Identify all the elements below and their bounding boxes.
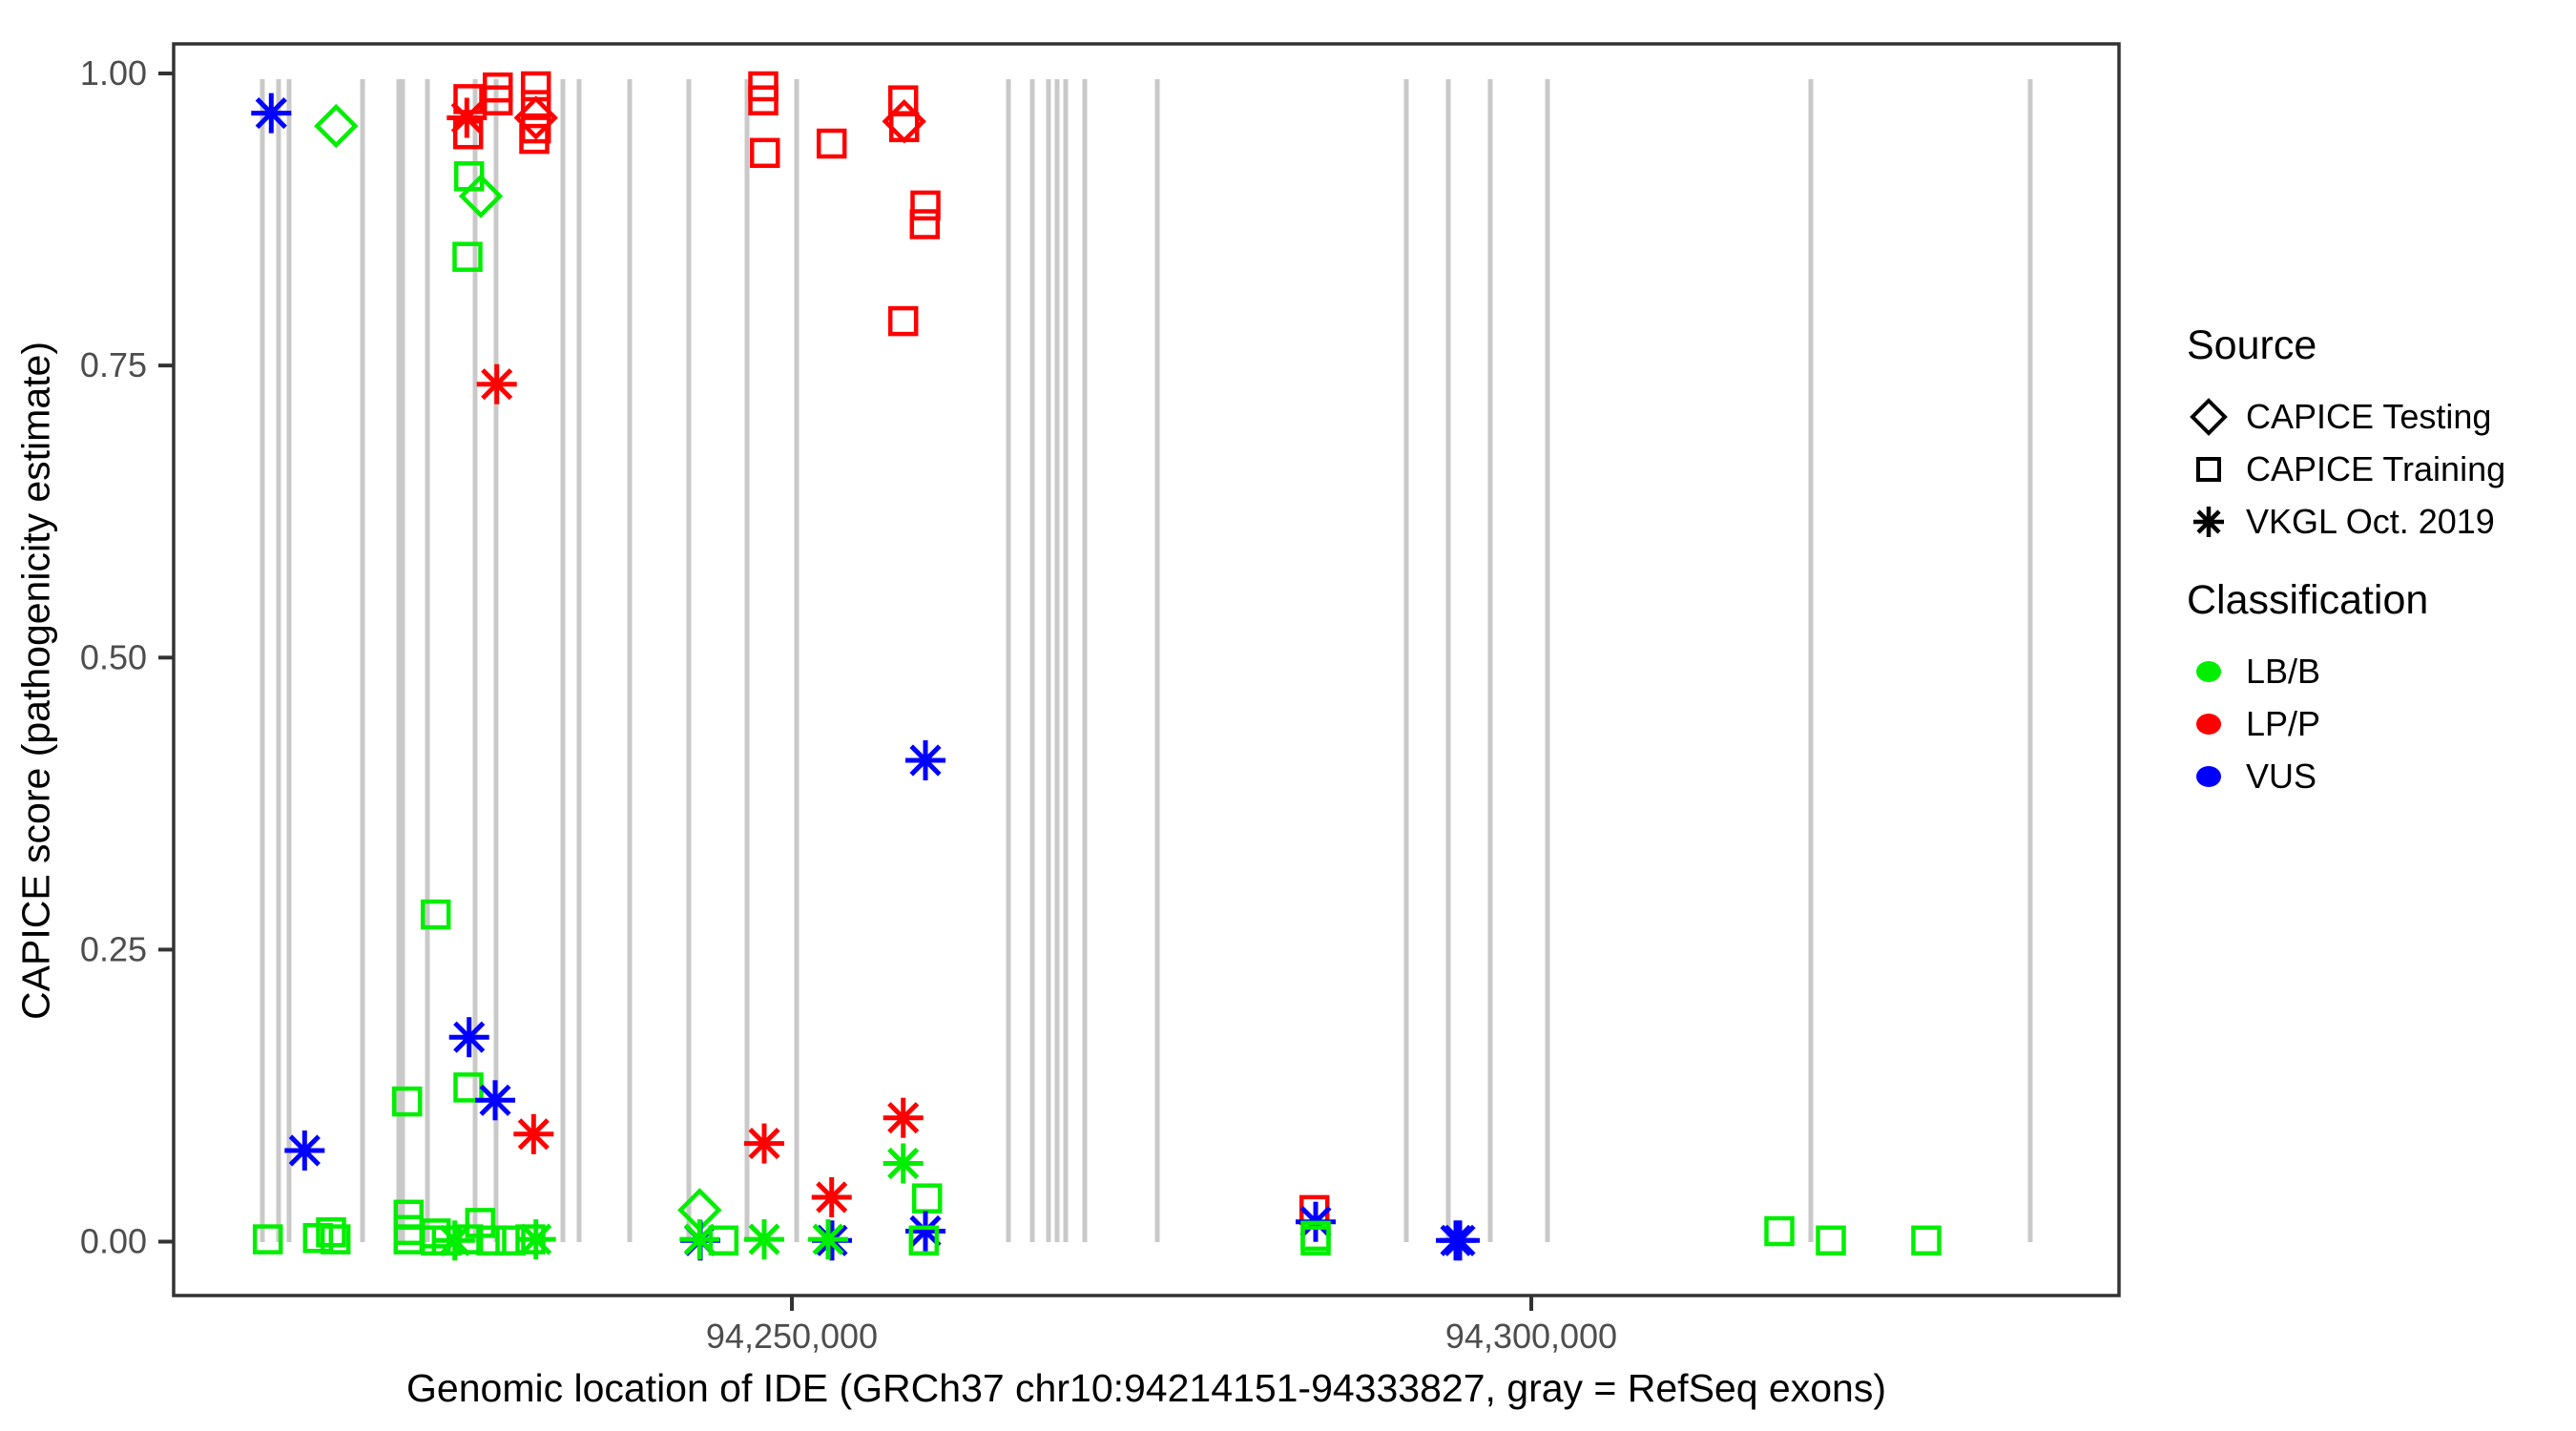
square-marker	[252, 1224, 283, 1255]
asterisk-marker	[883, 1143, 924, 1184]
legend-classification-label: LB/B	[2246, 651, 2321, 691]
square-marker	[908, 1225, 940, 1256]
square-marker	[452, 118, 484, 150]
legend-source-title: Source	[2187, 322, 2317, 368]
asterisk-marker	[448, 1017, 489, 1058]
square-marker	[316, 1216, 346, 1248]
y-tick-label: 0.75	[80, 345, 147, 384]
y-axis-title: CAPICE score (pathogenicity estimate)	[13, 342, 58, 1020]
square-marker	[910, 190, 941, 221]
square-marker	[519, 123, 550, 155]
square-marker	[909, 209, 941, 239]
legend-classification-item: VUS	[2187, 750, 2428, 802]
legend-source-item: CAPICE Training	[2187, 443, 2505, 495]
legend-classification-item: LB/B	[2187, 645, 2428, 697]
legend-source-label: CAPICE Testing	[2246, 396, 2492, 436]
legend-source-label: CAPICE Training	[2246, 448, 2506, 488]
square-marker	[1911, 1225, 1942, 1256]
exon-lines	[260, 79, 2033, 1242]
asterisk-marker	[905, 740, 945, 780]
legend-classification: Classification LB/B LP/P VUS	[2187, 577, 2428, 802]
square-marker	[452, 241, 483, 272]
square-marker	[911, 1183, 943, 1213]
y-tick-label: 0.50	[80, 637, 147, 676]
y-axis: 0.00 0.25 0.50 0.75 1.00	[80, 53, 173, 1261]
legend-source-item: CAPICE Testing	[2187, 390, 2505, 443]
asterisk-marker	[475, 1080, 515, 1121]
asterisk-marker	[513, 1113, 554, 1154]
y-tick-label: 0.25	[80, 929, 147, 968]
asterisk-marker	[251, 93, 292, 134]
square-marker	[391, 1086, 423, 1117]
legend-source: Source CAPICE Testing CAPICE Training VKGL…	[2187, 322, 2505, 548]
color-dot-icon	[2196, 765, 2221, 787]
asterisk-marker	[744, 1219, 784, 1260]
diamond-icon	[2190, 397, 2228, 436]
y-tick-label: 0.00	[80, 1222, 147, 1261]
square-marker	[887, 305, 919, 337]
x-tick-label: 94,300,000	[1445, 1317, 1617, 1356]
legend-classification-label: LP/P	[2246, 703, 2321, 743]
asterisk-icon	[2193, 506, 2224, 537]
legend-source-item: VKGL Oct. 2019	[2187, 495, 2505, 548]
square-marker	[1816, 1225, 1846, 1256]
diamond-marker	[513, 95, 558, 140]
color-dot-icon	[2196, 713, 2221, 735]
x-tick-label: 94,250,000	[706, 1317, 878, 1356]
asterisk-marker	[811, 1177, 852, 1217]
asterisk-marker	[883, 1097, 924, 1138]
square-marker	[1764, 1215, 1795, 1247]
legend-source-label: VKGL Oct. 2019	[2246, 501, 2495, 541]
square-marker	[708, 1225, 739, 1256]
square-marker	[520, 90, 551, 120]
asterisk-marker	[515, 1219, 556, 1260]
square-marker	[888, 112, 920, 143]
diamond-marker	[458, 174, 504, 218]
color-dot-icon	[2196, 660, 2221, 682]
square-marker	[748, 85, 779, 115]
square-marker	[816, 128, 847, 159]
y-tick-label: 1.00	[80, 53, 147, 93]
square-marker	[520, 71, 551, 102]
diamond-marker	[314, 103, 359, 149]
x-axis: 94,250,000 94,300,000	[706, 1296, 1617, 1356]
square-marker	[453, 161, 485, 192]
legend-classification-label: VUS	[2246, 756, 2317, 796]
square-marker	[482, 85, 513, 115]
square-marker	[1300, 1225, 1331, 1256]
square-marker	[320, 1224, 351, 1255]
square-marker	[476, 1225, 507, 1256]
asterisk-marker	[434, 1220, 475, 1261]
square-icon	[2196, 456, 2221, 482]
asterisk-marker	[744, 1123, 784, 1164]
asterisk-marker	[808, 1219, 848, 1260]
asterisk-marker	[476, 363, 517, 404]
legend-classification-item: LP/P	[2187, 697, 2428, 750]
legend-classification-title: Classification	[2187, 577, 2429, 623]
square-marker	[420, 899, 451, 930]
asterisk-marker	[284, 1130, 325, 1171]
asterisk-marker	[447, 97, 488, 138]
square-marker	[749, 137, 780, 169]
panel-border	[172, 42, 2121, 1297]
data-points	[251, 71, 1942, 1261]
x-axis-title: Genomic location of IDE (GRCh37 chr10:94…	[406, 1366, 1886, 1410]
asterisk-marker	[1440, 1220, 1480, 1261]
